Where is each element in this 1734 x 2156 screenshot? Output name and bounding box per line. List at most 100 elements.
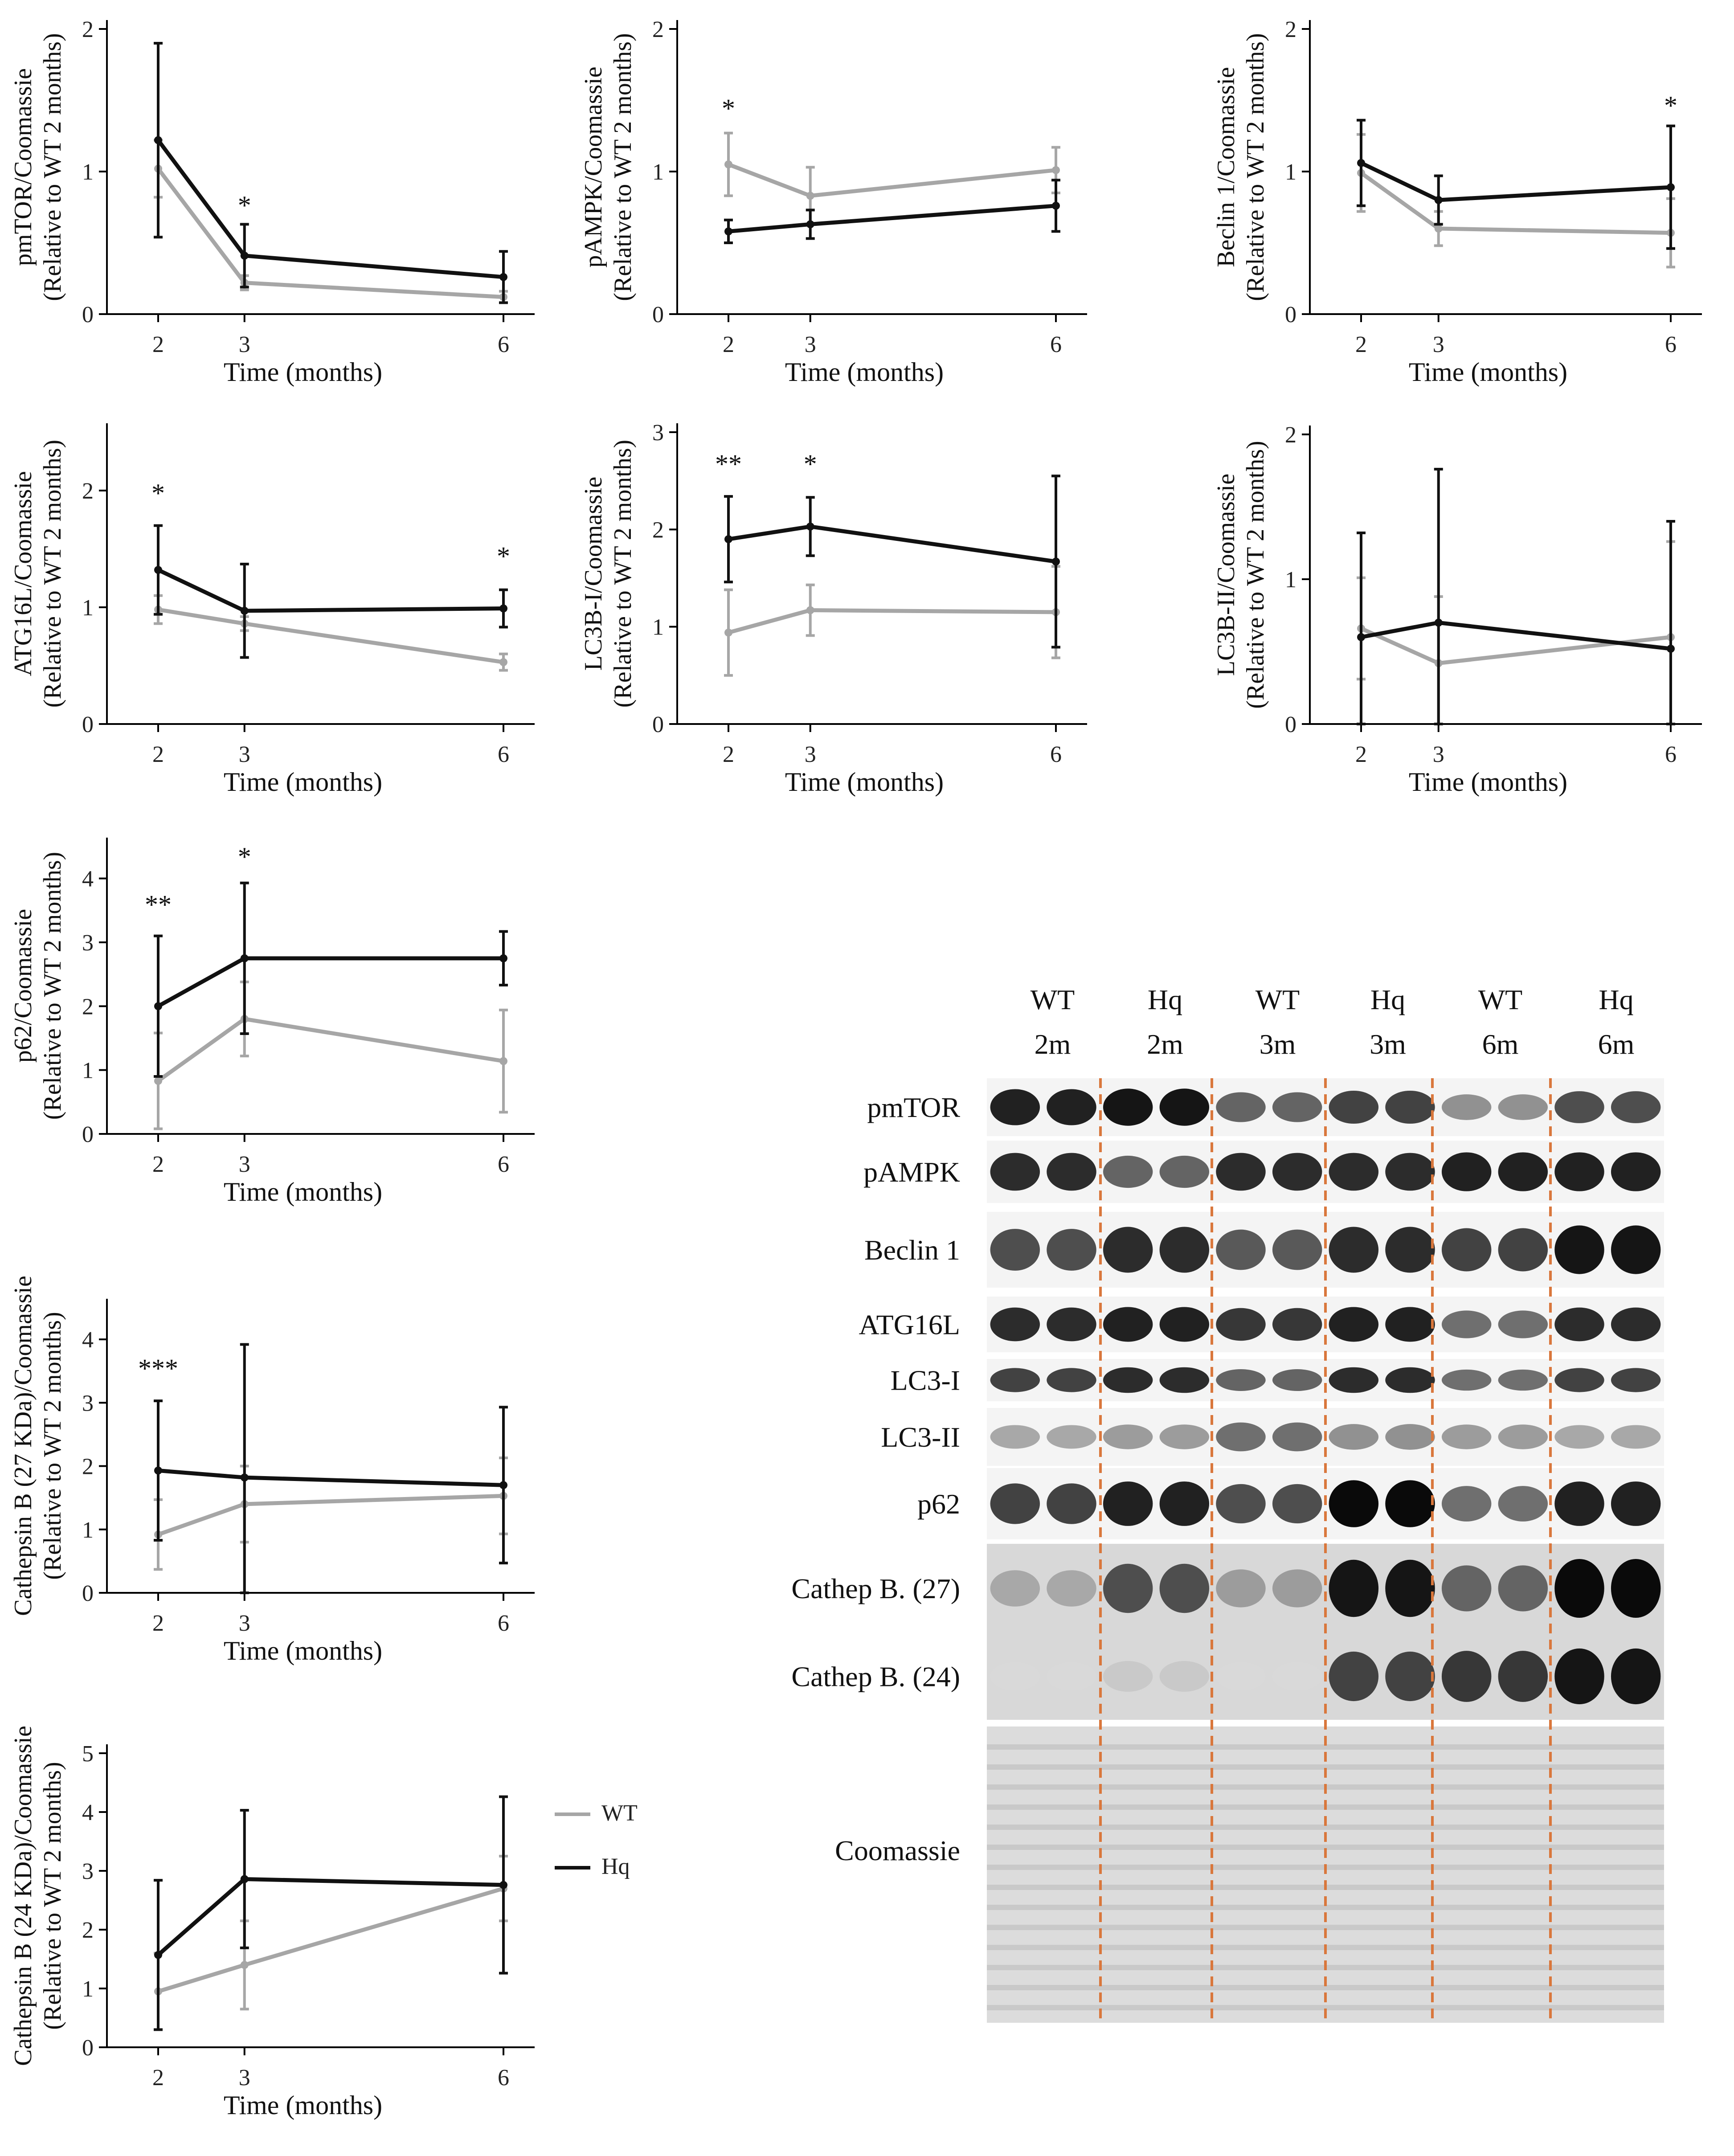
blot-band: [1329, 1367, 1379, 1393]
y-tick-label: 5: [82, 1741, 94, 1767]
y-axis-label-line: (Relative to WT 2 months): [39, 852, 66, 1120]
significance-marker: *: [238, 842, 251, 871]
y-axis-label: Cathepsin B (27 KDa)/Coomassie(Relative …: [9, 1276, 66, 1616]
series-hq: [154, 42, 508, 304]
chart-beclin: 0 1 2 2 3 6 Time (months) Beclin 1/Coomassie(Re…: [1212, 17, 1702, 387]
lane-age-label: 6m: [1598, 1028, 1635, 1060]
blot-band: [990, 1662, 1040, 1691]
blot-band: [1047, 1153, 1096, 1191]
data-point: [724, 160, 732, 168]
blot-band: [1103, 1424, 1153, 1449]
y-axis-label-line: (Relative to WT 2 months): [39, 440, 66, 708]
blot-band: [1385, 1367, 1435, 1393]
blot-band: [1272, 1569, 1322, 1608]
blot-band: [1554, 1307, 1604, 1342]
blot-band: [1498, 1486, 1548, 1522]
data-point: [154, 1002, 162, 1010]
x-tick-label: 6: [1665, 332, 1677, 357]
blot-band: [1498, 1565, 1548, 1612]
x-tick-label: 6: [1665, 742, 1677, 767]
coomassie-band: [987, 1845, 1664, 1850]
blot-band: [1554, 1225, 1604, 1274]
blot-band: [1611, 1091, 1661, 1123]
blot-band: [1329, 1424, 1379, 1450]
data-point: [1434, 196, 1443, 204]
data-point: [240, 1473, 249, 1482]
blot-band: [1159, 1307, 1210, 1342]
chart-cathb24: 0 1 2 3 4 5 2 3 6 Time (months) Cathepsin B (24 KD…: [9, 1726, 535, 2120]
y-tick-label: 2: [82, 17, 94, 42]
blot-row-label: Beclin 1: [864, 1234, 960, 1266]
blot-band: [1611, 1225, 1661, 1274]
blot-band: [1611, 1559, 1661, 1618]
blot-band: [1498, 1094, 1548, 1120]
x-tick-label: 2: [723, 742, 734, 767]
blot-row-label: Coomassie: [835, 1835, 960, 1866]
blot-band: [1047, 1570, 1096, 1607]
blot-band: [990, 1307, 1040, 1342]
blot-row: Cathep B. (27): [791, 1544, 1664, 1633]
y-axis-label-line: ATG16L/Coomassie: [9, 471, 37, 676]
chart-legend: WT Hq: [552, 1800, 686, 1907]
y-axis-label-line: pAMPK/Coomassie: [580, 66, 607, 267]
x-tick-label: 2: [152, 742, 164, 767]
y-axis-label: ATG16L/Coomassie(Relative to WT 2 months…: [9, 440, 66, 708]
y-tick-label: 0: [82, 1581, 94, 1606]
y-tick-label: 0: [82, 302, 94, 327]
y-tick-label: 0: [652, 302, 664, 327]
x-tick-label: 3: [239, 742, 250, 767]
y-axis-label-line: pmTOR/Coomassie: [9, 68, 37, 266]
blot-row-label: p62: [917, 1488, 960, 1520]
y-tick-label: 1: [82, 595, 94, 621]
blot-band: [1272, 1229, 1322, 1270]
chart-p62: 0 1 2 3 4 2 3 6 Time (months) p62/Coomassie(Relat…: [9, 838, 535, 1207]
y-axis-label-line: (Relative to WT 2 months): [39, 1762, 66, 2029]
x-axis-label: Time (months): [224, 767, 382, 797]
lane-genotype-label: Hq: [1599, 984, 1633, 1015]
blot-band: [1554, 1559, 1604, 1618]
x-tick-label: 2: [1355, 742, 1367, 767]
blot-band: [990, 1570, 1040, 1607]
x-axis-label: Time (months): [1409, 767, 1567, 797]
x-tick-label: 3: [239, 2065, 250, 2091]
legend-label-wt: WT: [601, 1800, 638, 1826]
series-hq: [724, 475, 1060, 649]
x-tick-label: 6: [498, 2065, 509, 2091]
blot-band: [1329, 1227, 1379, 1273]
blot-band: [1611, 1152, 1661, 1191]
y-tick-label: 2: [1285, 422, 1296, 448]
blot-band: [1103, 1307, 1153, 1342]
blot-band: [1498, 1152, 1548, 1191]
x-axis-label: Time (months): [785, 357, 944, 387]
blot-band: [1159, 1367, 1210, 1393]
blot-band: [1441, 1424, 1492, 1449]
data-point: [240, 606, 249, 615]
blot-band: [1611, 1307, 1661, 1342]
data-point: [154, 1466, 162, 1475]
blot-band: [1385, 1424, 1435, 1450]
blot-band: [1159, 1227, 1210, 1273]
blot-band: [1216, 1153, 1266, 1191]
blot-row: pAMPK: [863, 1141, 1664, 1203]
blot-band: [1554, 1368, 1604, 1392]
x-tick-label: 3: [239, 1152, 250, 1177]
blot-band: [1272, 1662, 1322, 1691]
data-point: [499, 1057, 507, 1065]
y-tick-label: 2: [82, 1454, 94, 1480]
blot-band: [1272, 1308, 1322, 1341]
x-tick-label: 2: [152, 2065, 164, 2091]
blot-band: [1103, 1088, 1153, 1126]
blot-row: Beclin 1: [864, 1212, 1664, 1288]
blot-band: [1441, 1228, 1492, 1272]
y-axis-label-line: (Relative to WT 2 months): [609, 440, 637, 708]
blot-band: [1272, 1369, 1322, 1391]
blot-band: [1103, 1155, 1153, 1188]
blot-band: [1441, 1369, 1492, 1391]
blot-band: [990, 1089, 1040, 1125]
blot-band: [1216, 1229, 1266, 1270]
blot-row: LC3-II: [881, 1408, 1664, 1466]
blot-band: [1611, 1368, 1661, 1392]
blot-band: [1103, 1367, 1153, 1393]
blot-row: p62: [917, 1468, 1664, 1539]
blot-strip: [987, 1544, 1664, 1633]
